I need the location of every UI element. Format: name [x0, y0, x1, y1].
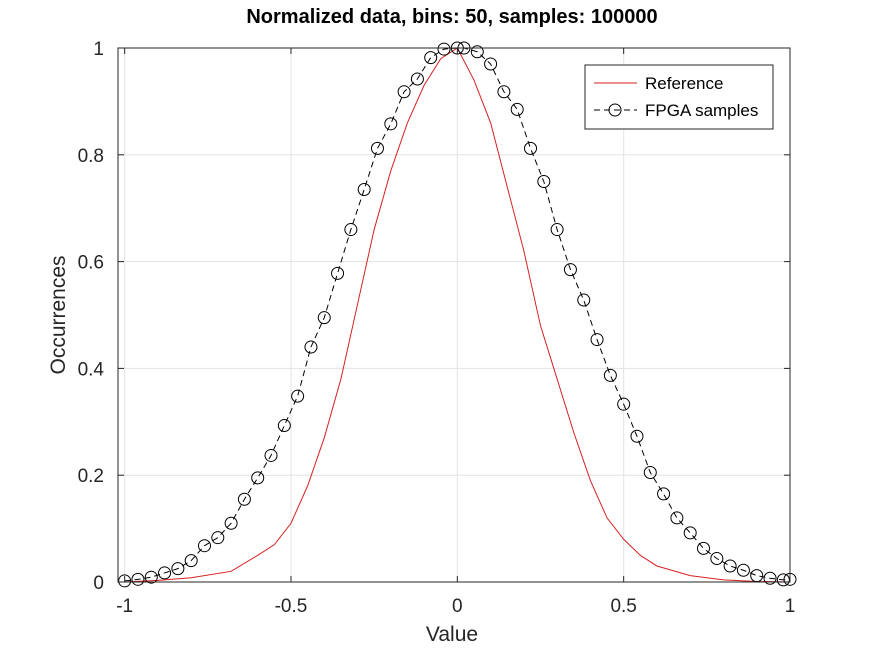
data-point [603, 368, 617, 382]
data-point [590, 333, 604, 347]
legend: Reference FPGA samples [584, 64, 774, 130]
y-tick-label: 0.6 [78, 253, 104, 274]
data-point [370, 141, 384, 155]
data-point [537, 175, 551, 188]
data-point [344, 223, 358, 237]
axis-ticks: -1 -0.5 0 0.5 1 0 0.2 0.4 0.6 0.8 1 [78, 39, 796, 617]
chart-title: Normalized data, bins: 50, samples: 1000… [246, 6, 657, 28]
data-point [118, 574, 132, 588]
data-point [277, 419, 291, 433]
x-tick-label: 0 [452, 596, 463, 617]
data-point [550, 223, 564, 237]
data-point [144, 570, 158, 584]
data-point [563, 263, 577, 277]
data-point [776, 573, 790, 587]
x-tick-label: -1 [116, 596, 133, 617]
legend-fpga-marker [608, 103, 622, 117]
data-point [317, 311, 331, 325]
data-point [184, 554, 198, 568]
data-point [723, 559, 737, 573]
data-point [384, 117, 398, 131]
data-point [710, 552, 724, 566]
data-point [643, 466, 657, 480]
x-axis-label: Value [426, 623, 478, 646]
y-tick-label: 0.8 [78, 146, 104, 167]
x-tick-label: 1 [785, 596, 796, 617]
data-point [237, 492, 251, 506]
data-point [470, 45, 484, 59]
plot-frame [117, 47, 791, 583]
data-point [697, 541, 711, 555]
data-point [224, 516, 238, 530]
series-fpga-samples [118, 41, 797, 588]
data-point [657, 487, 671, 501]
data-point [510, 102, 524, 116]
data-point [437, 42, 451, 56]
data-point [197, 539, 211, 553]
legend-fpga-label: FPGA samples [645, 101, 758, 120]
data-point [264, 448, 278, 462]
data-point [211, 531, 225, 545]
data-point [497, 85, 511, 99]
data-point [577, 293, 591, 307]
legend-reference-label: Reference [645, 74, 723, 93]
data-point [410, 72, 424, 86]
data-point [131, 572, 145, 586]
data-point [331, 266, 345, 280]
data-point [617, 397, 631, 411]
x-tick-label: -0.5 [275, 596, 308, 617]
data-point [524, 141, 538, 155]
data-point [670, 511, 684, 525]
y-axis-label: Occurrences [47, 255, 70, 374]
data-point [484, 57, 498, 71]
data-point [158, 566, 172, 580]
data-point [397, 85, 411, 99]
data-point [171, 562, 185, 576]
y-tick-label: 0 [93, 573, 104, 594]
x-tick-label: 0.5 [610, 596, 636, 617]
data-point [736, 563, 750, 577]
data-point [424, 51, 438, 65]
data-point [304, 340, 318, 354]
y-tick-label: 0.2 [78, 466, 104, 487]
data-point [630, 429, 644, 443]
legend-box [584, 64, 774, 130]
data-point [683, 526, 697, 540]
data-point [251, 471, 265, 485]
y-tick-label: 0.4 [78, 359, 105, 380]
data-point [763, 571, 777, 585]
data-point [357, 183, 371, 197]
data-point [291, 389, 305, 403]
y-tick-label: 1 [93, 39, 104, 60]
